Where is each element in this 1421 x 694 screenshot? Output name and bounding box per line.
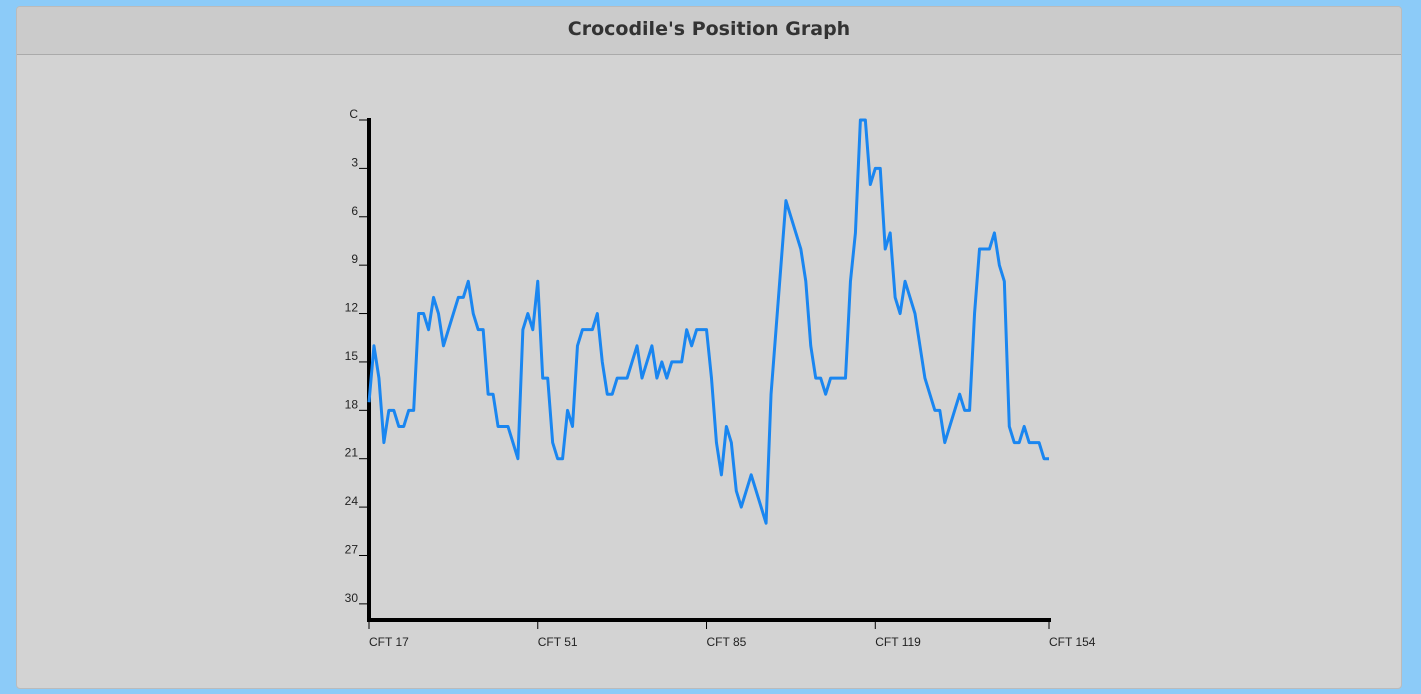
y-tick-label: 30	[345, 591, 359, 605]
y-tick-label: 15	[345, 349, 359, 363]
y-tick-label: 9	[351, 252, 358, 266]
x-tick-label: CFT 85	[707, 635, 747, 649]
y-tick-label: 3	[351, 155, 358, 169]
panel: Crocodile's Position Graph	[16, 6, 1402, 689]
y-tick-label: 6	[351, 204, 358, 218]
x-tick-label: CFT 119	[875, 635, 921, 649]
y-tick-label: 18	[345, 397, 359, 411]
data-line	[367, 118, 1049, 525]
y-tick-label: 24	[345, 494, 359, 508]
chart-title: Crocodile's Position Graph	[17, 7, 1401, 55]
x-tick-label: CFT 51	[538, 635, 578, 649]
x-tick-label: CFT 154	[1049, 635, 1096, 649]
y-tick-label: 12	[345, 301, 359, 315]
x-tick-label: CFT 17	[369, 635, 409, 649]
y-tick-label: C	[349, 107, 358, 121]
y-tick-label: 21	[345, 446, 359, 460]
y-tick-label: 27	[345, 542, 359, 556]
